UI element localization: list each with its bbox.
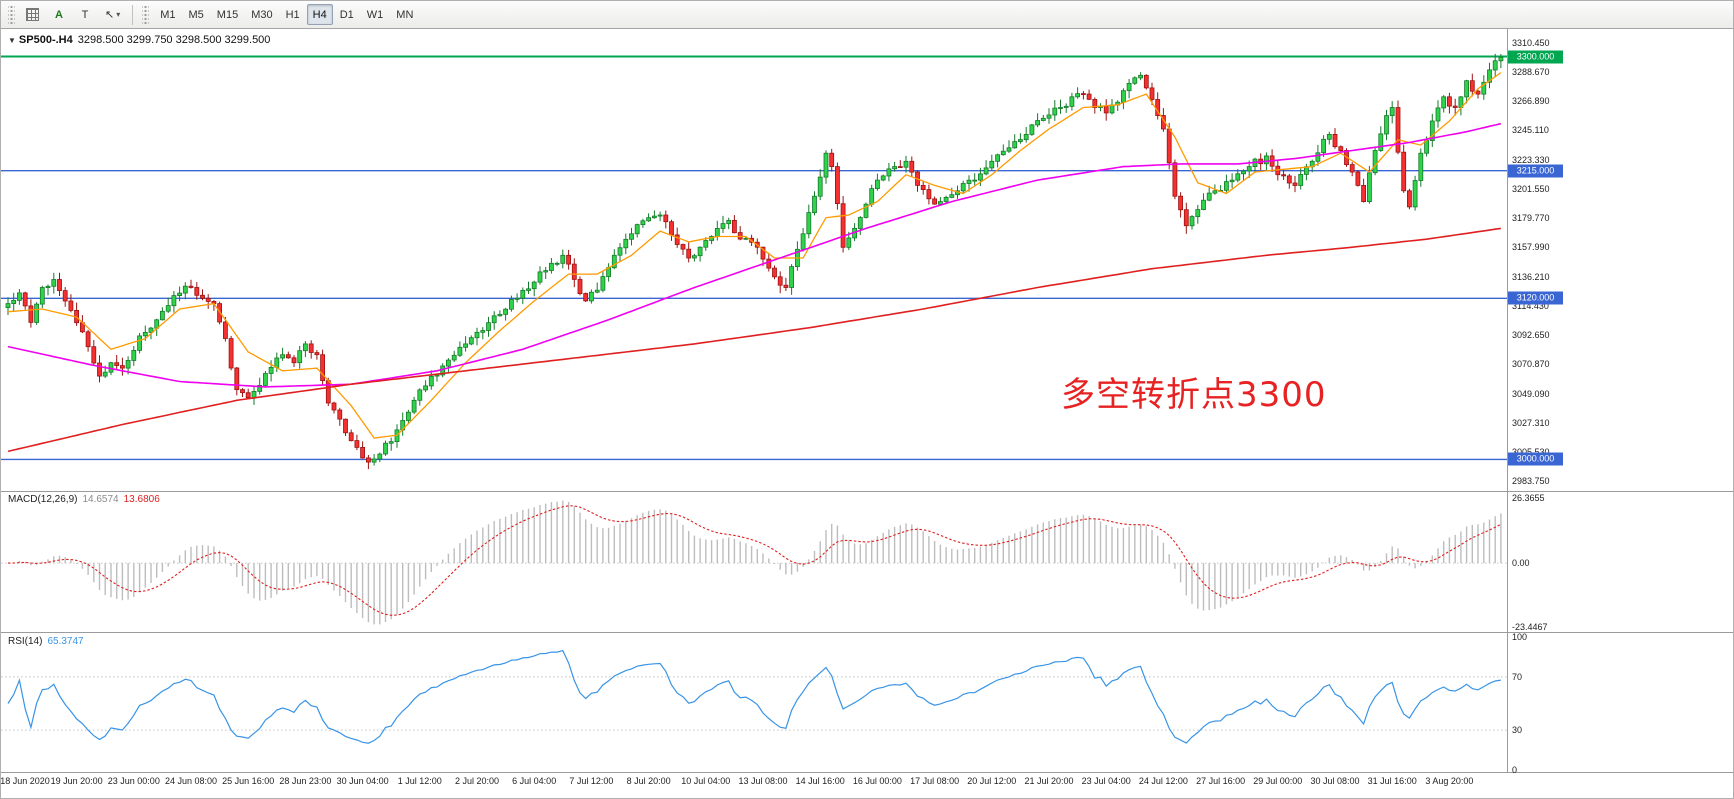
price-axis-label: 3136.210 bbox=[1512, 271, 1550, 282]
price-axis-label: 3266.890 bbox=[1512, 96, 1550, 106]
macd-signal-value: 13.6806 bbox=[123, 494, 160, 505]
rsi-axis-label: 0 bbox=[1512, 765, 1518, 775]
letter-a-icon: A bbox=[55, 8, 63, 21]
toolbar-drag-handle[interactable] bbox=[8, 5, 15, 24]
text-annotation-button[interactable]: A bbox=[47, 4, 71, 25]
grid-icon bbox=[26, 8, 39, 21]
rsi-axis-label: 30 bbox=[1512, 725, 1523, 736]
macd-main-value: 14.6574 bbox=[82, 494, 119, 505]
price-axis-label: 3310.450 bbox=[1512, 37, 1550, 48]
time-axis-label: 16 Jul 00:00 bbox=[852, 776, 902, 786]
chart-text-annotation[interactable]: 多空转折点3300 bbox=[1061, 375, 1327, 415]
macd-axis-label: 26.3655 bbox=[1512, 493, 1545, 503]
price-axis-label: 3114.430 bbox=[1512, 300, 1549, 311]
rsi-indicator-label: RSI(14) 65.3747 bbox=[8, 636, 84, 647]
time-axis-label: 24 Jun 08:00 bbox=[164, 776, 218, 786]
time-axis-label: 1 Jul 12:00 bbox=[397, 776, 442, 786]
time-axis-label: 19 Jun 20:00 bbox=[50, 776, 103, 786]
toolbar-separator bbox=[132, 4, 134, 25]
price-level-badge[interactable]: 3000.000 bbox=[1508, 452, 1563, 466]
price-level-badge[interactable]: 3215.000 bbox=[1508, 164, 1563, 178]
price-axis-label: 2983.750 bbox=[1512, 476, 1550, 487]
rsi-value: 65.3747 bbox=[47, 636, 84, 647]
time-axis-label: 29 Jul 00:00 bbox=[1253, 776, 1303, 786]
timeframe-button-mn[interactable]: MN bbox=[390, 4, 419, 25]
time-axis-label: 7 Jul 12:00 bbox=[569, 776, 614, 786]
time-axis-label: 30 Jun 04:00 bbox=[336, 776, 389, 786]
cursor-icon: ↖ bbox=[105, 9, 115, 21]
price-axis-label: 3070.870 bbox=[1512, 359, 1550, 370]
time-axis-label: 20 Jul 12:00 bbox=[967, 776, 1017, 786]
timeframe-button-h4[interactable]: H4 bbox=[306, 4, 333, 25]
timeframe-group: M1 M5 M15 M30 H1 H4 D1 W1 MN bbox=[154, 4, 419, 25]
symbol-timeframe-label: SP500-.H4 bbox=[18, 34, 73, 46]
time-axis-label: 2 Jul 20:00 bbox=[454, 776, 500, 786]
cursor-tool-button[interactable]: ↖ ▾ bbox=[99, 4, 126, 25]
price-axis-label: 3092.650 bbox=[1512, 330, 1550, 340]
chart-title: ▼ SP500-.H4 3298.500 3299.750 3298.500 329… bbox=[8, 34, 270, 46]
timeframe-button-d1[interactable]: D1 bbox=[334, 4, 360, 25]
time-axis-label: 17 Jul 08:00 bbox=[910, 776, 960, 786]
price-axis-label: 3179.770 bbox=[1512, 213, 1550, 223]
price-axis-label: 3223.330 bbox=[1512, 154, 1550, 165]
time-axis-label: 28 Jun 23:00 bbox=[279, 776, 332, 786]
rsi-name: RSI(14) bbox=[8, 636, 43, 647]
price-axis-label: 3005.530 bbox=[1512, 447, 1550, 457]
time-axis-label: 8 Jul 20:00 bbox=[626, 776, 671, 786]
timeframe-button-h1[interactable]: H1 bbox=[280, 4, 306, 25]
text-label-button[interactable]: T bbox=[73, 4, 97, 25]
price-axis-label: 3027.310 bbox=[1512, 417, 1550, 428]
price-axis-label: 3049.090 bbox=[1512, 388, 1550, 399]
timeframe-button-m15[interactable]: M15 bbox=[211, 4, 244, 25]
macd-axis-label: -23.4467 bbox=[1512, 622, 1548, 632]
main-toolbar: A T ↖ ▾ M1 M5 M15 M30 H1 H4 D1 W1 MN bbox=[1, 1, 1733, 29]
macd-name: MACD(12,26,9) bbox=[8, 494, 78, 505]
time-axis-label: 3 Aug 20:00 bbox=[1425, 776, 1474, 786]
price-axis-label: 3288.670 bbox=[1512, 66, 1550, 77]
time-axis-label: 27 Jul 16:00 bbox=[1196, 776, 1246, 786]
rsi-axis-label: 70 bbox=[1512, 671, 1523, 682]
price-axis-label: 3157.990 bbox=[1512, 242, 1550, 253]
timeframe-button-m1[interactable]: M1 bbox=[154, 4, 181, 25]
timeframe-button-m30[interactable]: M30 bbox=[245, 4, 278, 25]
toolbar-drag-handle[interactable] bbox=[142, 5, 150, 24]
price-axis-label: 3245.110 bbox=[1512, 125, 1549, 136]
time-axis-label: 23 Jul 04:00 bbox=[1081, 776, 1131, 786]
time-axis-label: 14 Jul 16:00 bbox=[795, 776, 845, 786]
price-level-badge[interactable]: 3120.000 bbox=[1508, 291, 1563, 305]
price-axis-label: 3201.550 bbox=[1512, 183, 1550, 194]
time-axis-label: 24 Jul 12:00 bbox=[1138, 776, 1188, 786]
time-axis-label: 25 Jun 16:00 bbox=[222, 776, 275, 786]
timeframe-button-m5[interactable]: M5 bbox=[183, 4, 210, 25]
chevron-down-icon: ▾ bbox=[116, 10, 121, 19]
time-axis-label: 10 Jul 04:00 bbox=[681, 776, 731, 786]
price-level-badge[interactable]: 3300.000 bbox=[1508, 50, 1563, 63]
time-axis-label: 21 Jul 20:00 bbox=[1024, 776, 1074, 786]
time-axis-label: 6 Jul 04:00 bbox=[512, 776, 557, 786]
time-axis-label: 13 Jul 08:00 bbox=[738, 776, 788, 786]
time-axis-label: 23 Jun 00:00 bbox=[107, 776, 160, 786]
time-axis-label: 31 Jul 16:00 bbox=[1367, 776, 1417, 786]
timeframe-button-w1[interactable]: W1 bbox=[361, 4, 390, 25]
rsi-axis-label: 100 bbox=[1512, 632, 1528, 642]
symbol-menu-icon[interactable]: ▼ bbox=[8, 36, 16, 45]
macd-indicator-label: MACD(12,26,9) 14.6574 13.6806 bbox=[8, 494, 160, 505]
chart-grid-button[interactable] bbox=[20, 4, 45, 25]
ohlc-values: 3298.500 3299.750 3298.500 3299.500 bbox=[77, 34, 271, 46]
time-axis-label: 30 Jul 08:00 bbox=[1310, 776, 1360, 786]
macd-axis-label: 0.00 bbox=[1512, 558, 1530, 569]
time-axis-label: 18 Jun 2020 bbox=[0, 776, 50, 786]
